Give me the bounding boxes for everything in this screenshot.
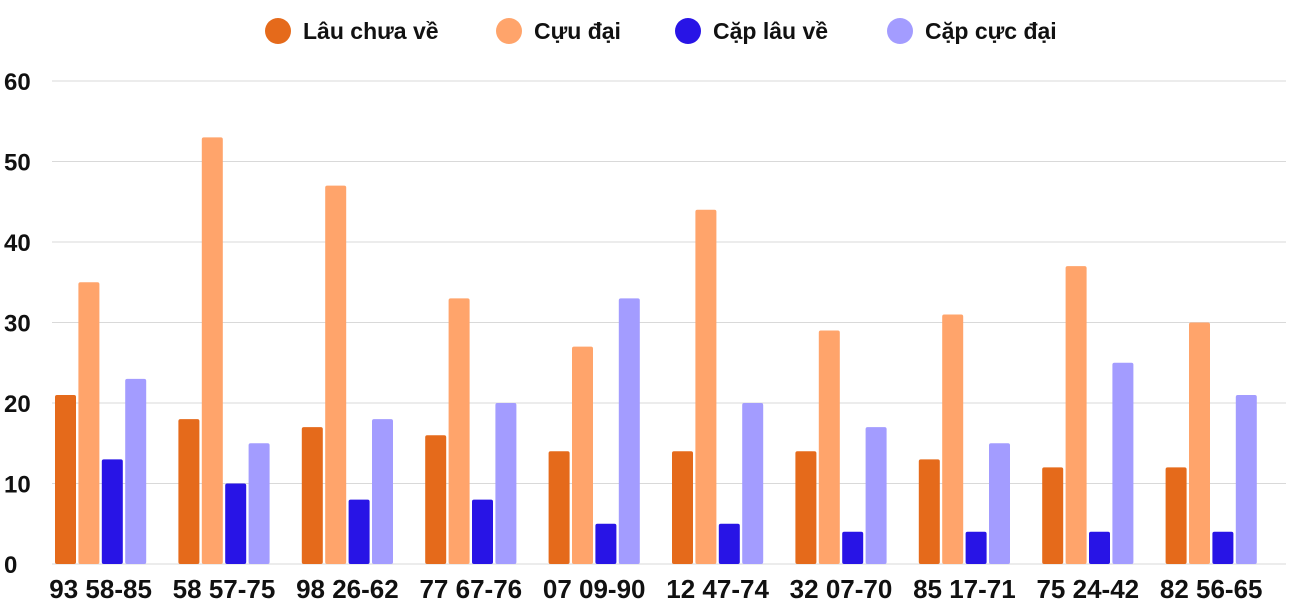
bar-4-12-47-74 [742,403,764,564]
legend-item[interactable]: Lâu chưa về [265,18,439,44]
bar-4-77-67-76 [495,403,517,564]
x-tick-label: 93 58-85 [49,574,152,600]
bar-1-85-17-71 [918,459,940,564]
x-tick-label: 32 07-70 [790,574,893,600]
bar-2-85-17-71 [942,314,964,564]
bar-4-75-24-42 [1112,362,1134,564]
bar-3-75-24-42 [1089,531,1110,564]
y-tick-label: 50 [4,150,31,177]
legend-label: Lâu chưa về [303,18,439,44]
bar-4-93-58-85 [125,378,147,564]
y-tick-label: 60 [4,69,31,96]
bar-3-32-07-70 [842,531,864,564]
bar-2-75-24-42 [1065,266,1087,564]
bar-3-85-17-71 [965,531,987,564]
bar-1-07-09-90 [548,451,570,564]
x-tick-label: 58 57-75 [173,574,276,600]
legend-label: Cặp cực đại [925,18,1057,44]
bars [55,137,1257,565]
bar-3-98-26-62 [348,499,370,564]
bar-3-93-58-85 [101,459,123,564]
y-tick-label: 10 [4,472,31,499]
legend-marker [887,18,913,44]
bar-2-07-09-90 [572,346,593,564]
bar-4-07-09-90 [618,298,640,564]
legend-item[interactable]: Cựu đại [496,18,621,44]
bar-3-58-57-75 [225,483,247,564]
x-tick-label: 82 56-65 [1160,574,1263,600]
bar-4-32-07-70 [865,427,887,564]
bar-1-77-67-76 [425,435,447,564]
legend-marker [675,18,701,44]
bar-3-82-56-65 [1212,531,1234,564]
legend-label: Cựu đại [534,18,621,44]
bar-1-98-26-62 [301,427,323,564]
bar-2-82-56-65 [1189,322,1210,564]
bar-4-98-26-62 [372,419,393,564]
bar-2-98-26-62 [325,185,347,564]
bar-1-32-07-70 [795,451,817,564]
bar-1-75-24-42 [1042,467,1064,564]
legend-item[interactable]: Cặp cực đại [887,18,1057,44]
y-tick-label: 30 [4,311,31,338]
x-tick-label: 77 67-76 [419,574,522,600]
bar-4-85-17-71 [989,443,1010,564]
bar-3-12-47-74 [718,523,740,564]
legend-marker [265,18,291,44]
bar-4-58-57-75 [248,443,270,564]
bar-4-82-56-65 [1235,394,1257,564]
y-axis: 0 10 20 30 40 50 60 [4,69,31,579]
bar-2-32-07-70 [818,330,840,564]
x-tick-label: 85 17-71 [913,574,1016,600]
bar-3-77-67-76 [472,499,493,564]
bar-2-93-58-85 [78,282,100,564]
y-tick-label: 0 [4,552,17,579]
legend-label: Cặp lâu về [713,18,828,44]
legend: Lâu chưa về Cựu đại Cặp lâu về Cặp cực đại [265,18,1057,44]
bar-1-12-47-74 [672,451,693,564]
bar-2-12-47-74 [695,209,717,565]
legend-marker [496,18,522,44]
x-tick-label: 75 24-42 [1036,574,1139,600]
bar-2-58-57-75 [201,137,223,564]
bar-2-77-67-76 [448,298,470,564]
x-tick-label: 98 26-62 [296,574,399,600]
bar-3-07-09-90 [595,523,617,564]
bar-1-58-57-75 [178,419,200,564]
legend-item[interactable]: Cặp lâu về [675,18,828,44]
y-tick-label: 20 [4,391,31,418]
x-tick-label: 07 09-90 [543,574,646,600]
x-axis: 93 58-85 58 57-75 98 26-62 77 67-76 07 09-90… [49,574,1263,604]
bar-1-93-58-85 [55,394,76,564]
bar-1-82-56-65 [1165,467,1187,564]
x-tick-label: 12 47-74 [666,574,769,600]
y-tick-label: 40 [4,230,31,257]
